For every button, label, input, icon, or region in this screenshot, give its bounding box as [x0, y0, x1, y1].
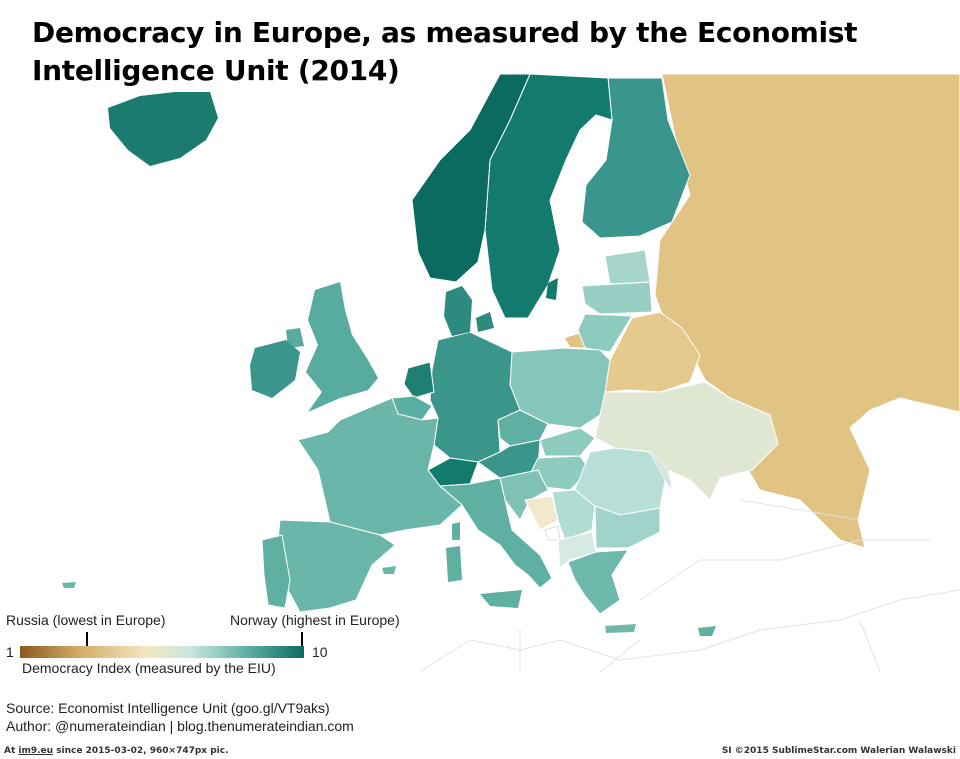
region-balearic	[382, 566, 396, 574]
region-moldova	[650, 452, 672, 490]
region-latvia	[581, 281, 653, 315]
footer-left: At im9.eu since 2015-03-02, 960×747px pi…	[4, 746, 229, 756]
region-canary	[62, 582, 76, 588]
legend-high-tick	[301, 632, 303, 646]
region-uk	[306, 282, 378, 412]
footer-site-link[interactable]: im9.eu	[18, 746, 54, 756]
region-outside	[419, 499, 960, 673]
region-cyprus	[698, 626, 716, 636]
region-ukraine	[594, 381, 779, 501]
region-iceland	[108, 92, 218, 166]
region-spain	[275, 519, 396, 613]
region-sardinia	[446, 546, 462, 582]
legend-high-note: Norway (highest in Europe)	[230, 612, 400, 628]
region-finland	[581, 77, 691, 239]
region-montenegro	[544, 525, 561, 541]
region-portugal	[261, 534, 291, 609]
region-northern-ireland	[286, 328, 304, 348]
legend-max-label: 10	[312, 644, 328, 660]
footer-bar: At im9.eu since 2015-03-02, 960×747px pi…	[0, 746, 960, 759]
region-ireland	[250, 340, 300, 398]
page-title: Democracy in Europe, as measured by the …	[32, 16, 858, 87]
region-albania-macedonia	[557, 531, 597, 569]
region-italy	[438, 477, 553, 589]
footer-left-suffix: since 2015-03-02, 960×747px pic.	[53, 746, 229, 756]
legend-low-tick	[86, 632, 88, 646]
legend-caption: Democracy Index (measured by the EIU)	[22, 660, 276, 676]
region-corsica	[452, 522, 460, 540]
region-sicily	[480, 590, 522, 608]
region-crete	[605, 624, 636, 633]
region-gotland	[546, 278, 558, 300]
legend-color-scale	[20, 646, 304, 658]
region-norway	[411, 73, 531, 283]
region-slovakia	[539, 427, 596, 457]
region-greece	[567, 549, 629, 615]
region-bulgaria	[594, 505, 661, 549]
region-bosnia	[524, 495, 559, 531]
region-netherlands	[403, 361, 435, 399]
region-russia	[654, 73, 960, 549]
region-denmark-islands	[476, 312, 494, 332]
legend-low-note: Russia (lowest in Europe)	[6, 612, 166, 628]
region-estonia	[604, 249, 651, 285]
footer-right: SI ©2015 SublimeStar.com Walerian Walaws…	[721, 746, 956, 756]
region-france	[297, 397, 463, 536]
legend-min-label: 1	[6, 644, 14, 660]
source-note: Source: Economist Intelligence Unit (goo…	[6, 700, 330, 716]
region-denmark	[444, 286, 472, 336]
author-note: Author: @numerateindian | blog.thenumera…	[6, 718, 354, 734]
region-serbia	[551, 489, 596, 541]
footer-left-prefix: At	[4, 746, 19, 756]
